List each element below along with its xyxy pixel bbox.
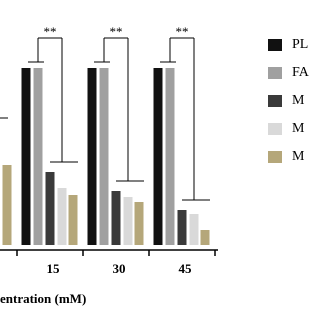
bar <box>21 68 31 245</box>
bar <box>111 191 121 245</box>
x-axis-label: entration (mM) <box>0 291 86 306</box>
bar <box>99 68 109 245</box>
x-tick-label: 30 <box>113 261 126 276</box>
bar <box>2 165 12 245</box>
significance-label: ** <box>44 24 57 39</box>
legend-swatch <box>268 151 282 163</box>
legend-label: M <box>292 149 305 164</box>
bar <box>33 68 43 245</box>
bar <box>153 68 163 245</box>
legend-swatch <box>268 67 282 79</box>
legend-label: PL <box>292 37 308 52</box>
x-tick-label: 45 <box>179 261 193 276</box>
bar <box>87 68 97 245</box>
bar <box>165 68 175 245</box>
significance-label: ** <box>110 24 123 39</box>
bar <box>57 188 67 245</box>
bar <box>177 210 187 245</box>
x-tick-label: 15 <box>47 261 61 276</box>
legend-swatch <box>268 95 282 107</box>
legend-label: M <box>292 93 305 108</box>
bar <box>189 214 199 245</box>
bar <box>123 197 133 245</box>
bar <box>134 202 144 245</box>
bar <box>68 195 78 245</box>
bar <box>200 230 210 245</box>
significance-label: ** <box>176 24 189 39</box>
legend-swatch <box>268 39 282 51</box>
legend-label: FA <box>292 65 310 80</box>
legend-swatch <box>268 123 282 135</box>
legend-label: M <box>292 121 305 136</box>
bar <box>45 172 55 245</box>
